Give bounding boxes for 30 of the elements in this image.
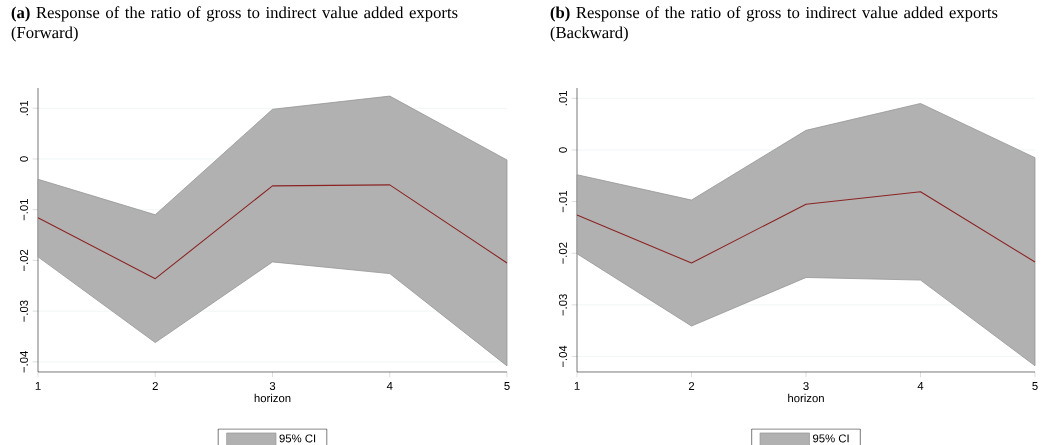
y-tick-label: 0 <box>19 156 28 162</box>
x-tick-label: 2 <box>688 382 695 390</box>
chart-title: (b) Response of the ratio of gross to indirect value added exports (Backward) <box>550 6 998 42</box>
y-tick-label: −.04 <box>558 345 567 368</box>
y-tick-label: −.02 <box>19 249 28 272</box>
y-tick-label: −.03 <box>558 294 567 316</box>
line-series <box>37 184 508 280</box>
x-tick-label: 2 <box>152 382 158 390</box>
y-tick-label: −.02 <box>558 242 567 264</box>
y-tick-label: −.01 <box>558 190 567 213</box>
x-tick-label: 3 <box>269 382 276 391</box>
x-tick-label: 4 <box>917 382 924 390</box>
x-axis-title: horizon <box>788 393 824 403</box>
y-tick-label: −.04 <box>19 350 28 373</box>
chart-title: (a) Response of the ratio of gross to indirect value added exports (Forward) <box>11 6 458 42</box>
x-tick-label: 1 <box>35 382 41 390</box>
text: 95% CI <box>279 434 316 443</box>
x-axis-title: horizon <box>254 393 291 403</box>
y-tick-label: −.03 <box>19 300 28 322</box>
x-tick-label: 5 <box>504 382 510 390</box>
x-tick-label: 5 <box>1032 382 1038 390</box>
y-tick-label: .01 <box>19 100 28 116</box>
y-tick-label: −.01 <box>19 199 28 221</box>
x-tick-label: 3 <box>803 382 809 391</box>
text: 95% CI <box>813 434 849 443</box>
y-tick-label: 0 <box>558 147 567 153</box>
line-series <box>576 191 1036 264</box>
x-tick-label: 1 <box>574 382 580 390</box>
y-tick-label: .01 <box>558 91 567 106</box>
x-tick-label: 4 <box>386 382 393 390</box>
